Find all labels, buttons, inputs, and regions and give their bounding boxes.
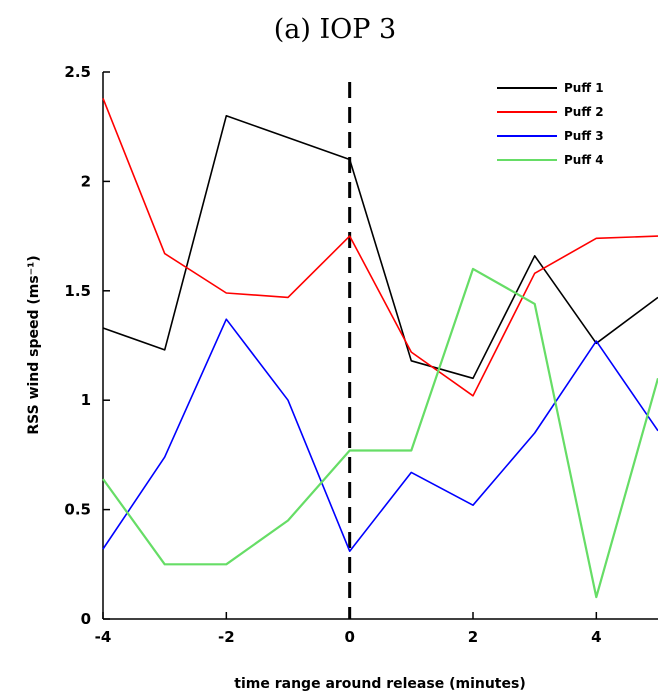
legend-label: Puff 3 [564, 129, 604, 143]
x-tick-label: -2 [218, 628, 235, 646]
series-line-puff-3 [102, 318, 658, 553]
series-line-puff-2 [102, 98, 658, 397]
series-lines [102, 98, 658, 599]
y-tick-label: 1 [81, 391, 91, 409]
y-tick-label: 2 [81, 172, 91, 190]
y-axis-label: RSS wind speed (ms⁻¹) [26, 255, 42, 434]
x-tick-label: -4 [95, 628, 112, 646]
x-tick-label: 0 [344, 628, 354, 646]
y-tick-label: 0.5 [64, 501, 91, 519]
legend-label: Puff 2 [564, 105, 604, 119]
legend: Puff 1 Puff 2 Puff 3 Puff 4 [497, 81, 604, 167]
legend-label: Puff 4 [564, 153, 604, 167]
y-tick-label: 1.5 [64, 282, 91, 300]
y-tick-label: 0 [81, 610, 91, 628]
axes: 0 0.5 1 1.5 2 2.5 -4 -2 0 2 4 [64, 63, 658, 646]
legend-label: Puff 1 [564, 81, 604, 95]
y-tick-label: 2.5 [64, 63, 91, 81]
x-tick-label: 2 [468, 628, 478, 646]
x-tick-label: 4 [591, 628, 601, 646]
x-axis-label: time range around release (minutes) [234, 676, 525, 692]
series-line-puff-4 [102, 267, 658, 599]
series-line-puff-1 [102, 115, 658, 380]
chart-title: (a) IOP 3 [274, 14, 396, 45]
